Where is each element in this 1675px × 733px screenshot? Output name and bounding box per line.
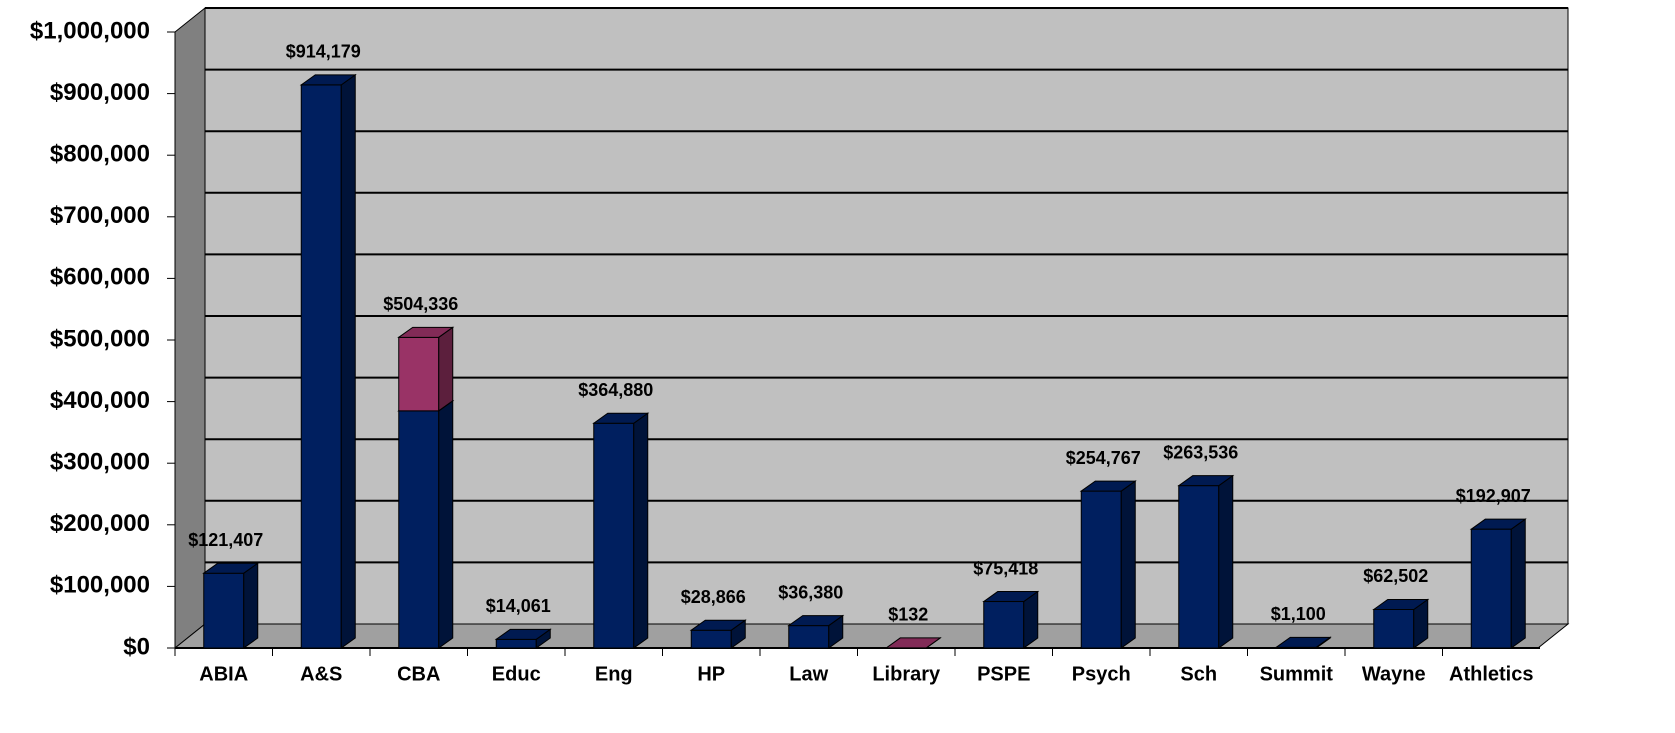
x-tick-label: Law	[789, 663, 828, 685]
data-label: $1,100	[1271, 604, 1326, 624]
bar-top	[982, 591, 1040, 603]
bar-side	[438, 399, 454, 649]
y-tick-label: $600,000	[50, 264, 150, 291]
bar	[983, 601, 1025, 649]
bar-side	[1510, 518, 1526, 649]
bar-top	[1372, 598, 1430, 610]
x-tick-label: Wayne	[1362, 663, 1426, 685]
y-tick-label: $300,000	[50, 449, 150, 476]
bar-top	[1469, 518, 1527, 530]
bar-top	[1274, 636, 1332, 648]
y-tick-label: $0	[123, 633, 150, 660]
bar-top	[397, 326, 455, 338]
data-label: $364,880	[578, 380, 653, 400]
data-label: $75,418	[973, 558, 1038, 578]
bar	[1080, 490, 1122, 649]
x-tick-label: A&S	[300, 663, 342, 685]
y-tick-label: $400,000	[50, 387, 150, 414]
x-tick-label: CBA	[397, 663, 440, 685]
x-tick-label: Psych	[1072, 663, 1131, 685]
bar-top	[299, 74, 357, 86]
y-tick-label: $500,000	[50, 325, 150, 352]
bar	[690, 629, 732, 649]
x-tick-label: HP	[697, 663, 725, 685]
x-tick-label: PSPE	[977, 663, 1030, 685]
data-label: $263,536	[1163, 442, 1238, 462]
y-tick-label: $1,000,000	[30, 17, 150, 44]
data-label: $62,502	[1363, 566, 1428, 586]
floor	[173, 623, 1570, 649]
bar-top	[689, 619, 747, 631]
y-tick-label: $900,000	[50, 79, 150, 106]
x-tick-label: Eng	[595, 663, 633, 685]
bar-side	[340, 73, 356, 649]
x-tick-label: Athletics	[1449, 663, 1533, 685]
x-tick-label: Sch	[1180, 663, 1217, 685]
y-tick-label: $100,000	[50, 572, 150, 599]
bar	[1178, 485, 1220, 649]
bar	[398, 336, 440, 412]
x-tick-label: Library	[872, 663, 941, 685]
bar-top	[592, 412, 650, 424]
bar	[203, 572, 245, 649]
bar	[495, 638, 537, 649]
data-label: $192,907	[1456, 486, 1531, 506]
x-tick-label: Summit	[1260, 663, 1334, 685]
bar	[1470, 528, 1512, 649]
bar-side	[1120, 480, 1136, 649]
bar	[300, 84, 342, 649]
bar-top	[787, 615, 845, 627]
bar	[398, 410, 440, 649]
x-tick-label: Educ	[492, 663, 541, 685]
bar-top	[494, 628, 552, 640]
data-label: $914,179	[286, 42, 361, 62]
bar	[788, 625, 830, 649]
data-label: $14,061	[486, 596, 551, 616]
bar	[1373, 608, 1415, 649]
side-wall	[174, 6, 206, 650]
bar-top	[1079, 480, 1137, 492]
data-label: $254,767	[1066, 448, 1141, 468]
bar-side	[633, 412, 649, 649]
data-label: $132	[888, 605, 928, 625]
data-label: $28,866	[681, 587, 746, 607]
bar	[593, 422, 635, 649]
bar-top	[202, 562, 260, 574]
x-tick-label: ABIA	[199, 663, 248, 685]
y-tick-label: $800,000	[50, 141, 150, 168]
data-label: $504,336	[383, 294, 458, 314]
y-tick-label: $200,000	[50, 510, 150, 537]
data-label: $36,380	[778, 582, 843, 602]
bar-top	[884, 637, 942, 649]
data-label: $121,407	[188, 530, 263, 550]
bar-side	[438, 326, 454, 412]
bar-side	[243, 562, 259, 649]
y-tick-label: $700,000	[50, 202, 150, 229]
bar-side	[1218, 474, 1234, 649]
bar-top	[1177, 475, 1235, 487]
